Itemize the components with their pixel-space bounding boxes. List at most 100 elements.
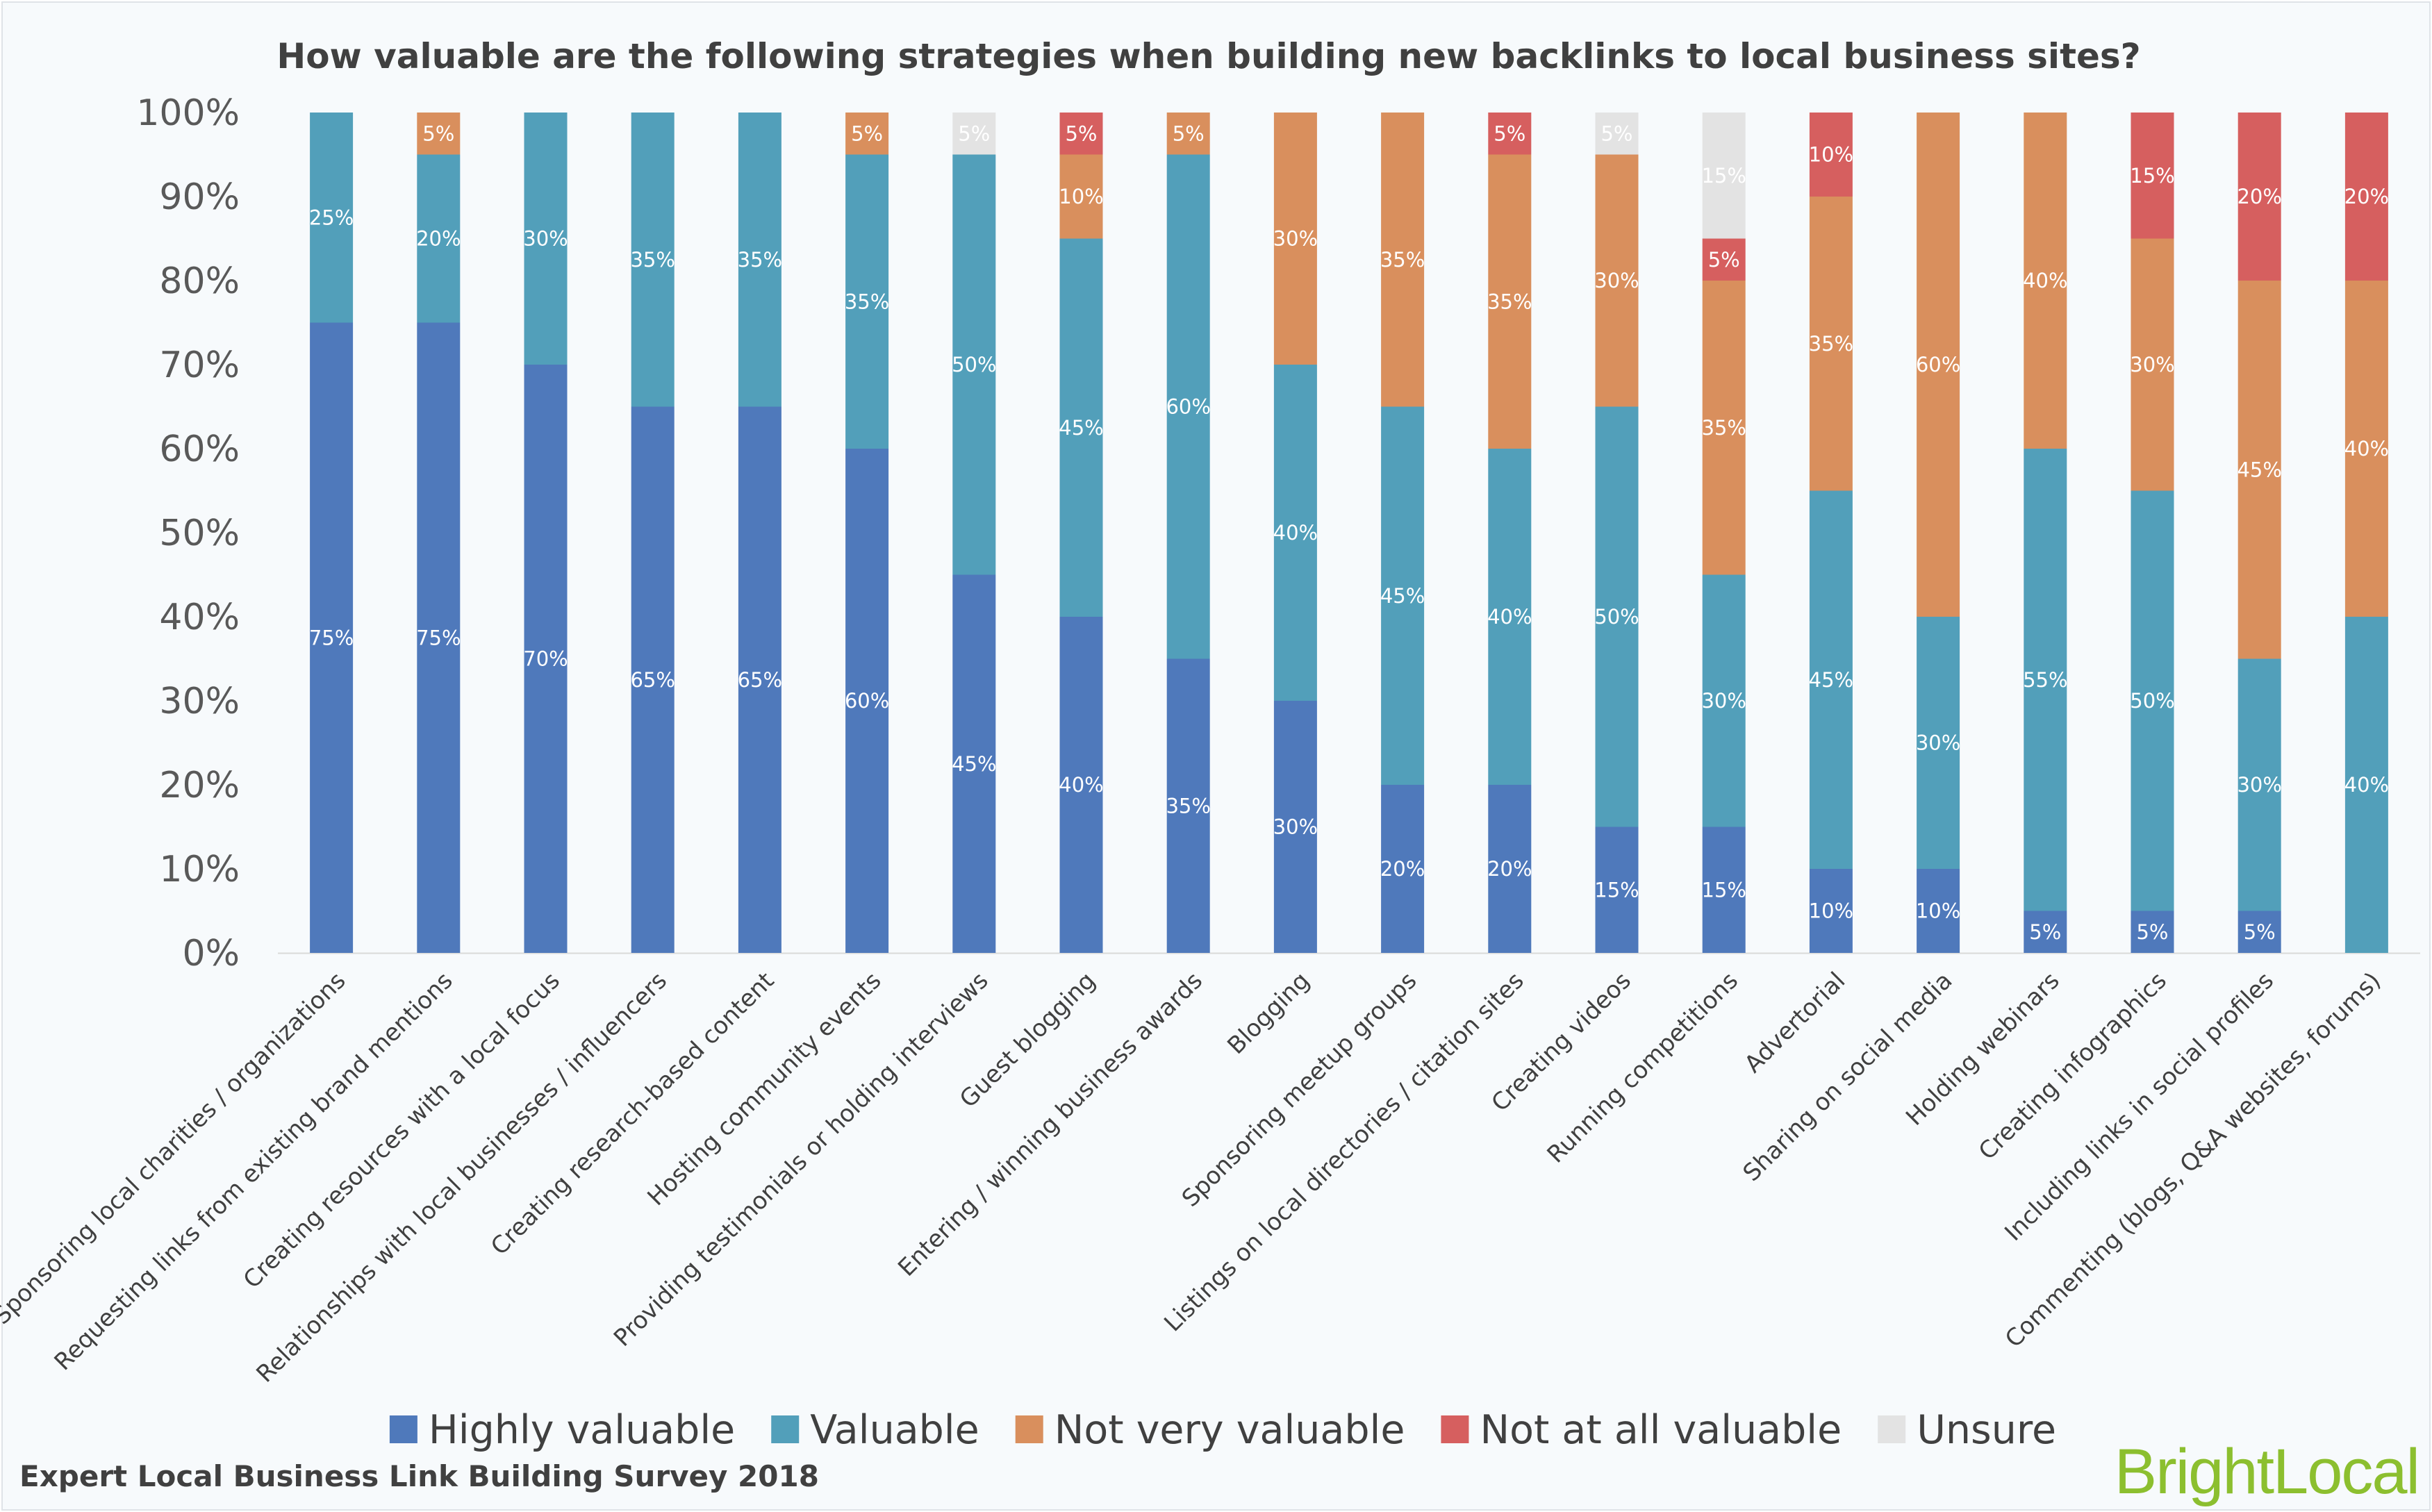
data-label: 30%: [2130, 353, 2174, 376]
bar-segment-not-at-all-valuable: [1059, 113, 1103, 155]
bar-segment-highly-valuable: [2131, 911, 2174, 953]
data-label: 50%: [1594, 605, 1639, 629]
bar-segment-not-very-valuable: [1917, 113, 1960, 617]
data-label: 10%: [1809, 143, 1853, 167]
y-tick-label: 10%: [159, 849, 240, 890]
bar-segment-not-very-valuable: [1273, 113, 1317, 365]
bar-group-relationships-with-local-businesses-influencers: 65% 35%: [630, 113, 675, 953]
bar-segment-not-very-valuable: [1166, 113, 1210, 155]
data-label: 40%: [2023, 269, 2067, 292]
bar-segment-unsure: [1595, 113, 1639, 155]
data-label: 35%: [738, 248, 782, 272]
data-label: 10%: [1916, 899, 1960, 923]
y-axis: 0% 10% 20% 30% 40% 50% 60% 70% 80% 90% 100%: [136, 92, 2420, 974]
data-label: 5%: [958, 122, 990, 145]
data-label: 45%: [1059, 416, 1103, 440]
bar-group-running-competitions: 15% 30% 35% 5% 15%: [1701, 113, 1746, 953]
legend-label-not-at-all-valuable: Not at all valuable: [1480, 1407, 1842, 1453]
bar-segment-not-very-valuable: [1059, 154, 1103, 239]
data-label: 60%: [1166, 395, 1210, 419]
bar-segment-highly-valuable: [1381, 785, 1425, 953]
bar-segment-highly-valuable: [1059, 617, 1103, 953]
bar-segment-highly-valuable: [2024, 911, 2067, 953]
bar-group-including-links-in-social-profiles: 5% 30% 45% 20%: [2237, 113, 2282, 953]
data-label: 65%: [630, 668, 675, 692]
bar-segment-valuable: [1702, 574, 1746, 827]
x-category-label: Sharing on social media: [1738, 967, 1958, 1187]
bar-segment-valuable: [952, 154, 996, 575]
y-tick-label: 40%: [159, 597, 240, 638]
bar-segment-valuable: [417, 154, 461, 323]
data-label: 15%: [1701, 878, 1746, 902]
data-label: 35%: [845, 290, 889, 313]
data-label: 20%: [416, 227, 461, 251]
data-label: 35%: [1809, 332, 1853, 356]
bar-segment-valuable: [1595, 406, 1639, 827]
bar-segment-valuable: [2131, 490, 2174, 911]
bar-segment-unsure: [952, 113, 996, 155]
data-label: 50%: [952, 353, 996, 376]
bar-segment-highly-valuable: [1595, 826, 1639, 953]
y-tick-label: 20%: [159, 765, 240, 806]
data-label: 15%: [1594, 878, 1639, 902]
bar-segment-valuable: [1381, 406, 1425, 785]
data-label: 5%: [2244, 920, 2276, 944]
bar-segment-highly-valuable: [845, 449, 889, 953]
data-label: 10%: [1809, 899, 1853, 923]
legend-swatch-not-at-all-valuable: [1441, 1415, 1469, 1443]
data-label: 5%: [2029, 920, 2061, 944]
y-tick-label: 60%: [159, 429, 240, 470]
legend-label-highly-valuable: Highly valuable: [429, 1407, 735, 1453]
data-label: 60%: [1916, 353, 1960, 376]
bar-segment-not-very-valuable: [1809, 197, 1853, 491]
bar-segment-not-very-valuable: [2237, 281, 2281, 659]
bar-group-sponsoring-meetup-groups: 20% 45% 35%: [1380, 113, 1425, 953]
bar-segment-not-very-valuable: [2024, 113, 2067, 449]
data-label: 15%: [2130, 164, 2174, 188]
data-label: 35%: [1166, 794, 1210, 817]
bar-group-creating-infographics: 5% 50% 30% 15%: [2130, 113, 2175, 953]
legend-swatch-highly-valuable: [389, 1415, 417, 1443]
bar-segment-valuable: [1059, 238, 1103, 617]
data-label: 40%: [1273, 521, 1318, 545]
bar-segment-not-very-valuable: [1381, 113, 1425, 407]
bar-segment-valuable: [845, 154, 889, 449]
bar-segment-highly-valuable: [524, 365, 568, 953]
legend-swatch-not-very-valuable: [1015, 1415, 1043, 1443]
bar-segment-not-very-valuable: [1595, 154, 1639, 407]
data-label: 35%: [1487, 290, 1532, 313]
data-label: 5%: [2136, 920, 2168, 944]
data-label: 55%: [2023, 668, 2067, 692]
bar-segment-highly-valuable: [1702, 826, 1746, 953]
data-label: 5%: [1065, 122, 1097, 145]
bar-segment-highly-valuable: [1917, 869, 1960, 953]
data-label: 70%: [523, 647, 568, 671]
legend-swatch-valuable: [771, 1415, 800, 1443]
bar-segment-valuable: [310, 113, 354, 323]
bars: 75% 25% 75% 20% 5% 70% 30% 65% 35% 65% 35% 60% 35% 5%…: [309, 113, 2389, 953]
data-label: 45%: [952, 752, 996, 776]
data-label: 75%: [416, 626, 461, 649]
bar-group-advertorial: 10% 45% 35% 10%: [1809, 113, 1853, 953]
data-label: 60%: [845, 689, 889, 713]
bar-segment-not-at-all-valuable: [1488, 113, 1532, 155]
data-label: 5%: [1173, 122, 1205, 145]
bar-segment-not-very-valuable: [1702, 281, 1746, 575]
bar-segment-highly-valuable: [1809, 869, 1853, 953]
y-tick-label: 80%: [159, 260, 240, 302]
x-category-label: Commenting (blogs, Q&A websites, forums): [2000, 967, 2386, 1353]
data-label: 30%: [1701, 689, 1746, 713]
bar-segment-highly-valuable: [417, 322, 461, 953]
bar-segment-unsure: [1702, 113, 1746, 239]
data-label: 30%: [1916, 731, 1960, 755]
survey-footer-text: Expert Local Business Link Building Surv…: [19, 1459, 819, 1493]
bar-segment-valuable: [1488, 449, 1532, 785]
legend-swatch-unsure: [1878, 1415, 1906, 1443]
legend-label-valuable: Valuable: [810, 1407, 979, 1453]
data-label: 15%: [1701, 164, 1746, 188]
x-category-label: Requesting links from existing brand men…: [49, 967, 458, 1376]
data-label: 30%: [1273, 815, 1318, 839]
data-label: 40%: [1059, 773, 1103, 797]
bar-group-sponsoring-local-charities-organizations: 75% 25%: [309, 113, 354, 953]
